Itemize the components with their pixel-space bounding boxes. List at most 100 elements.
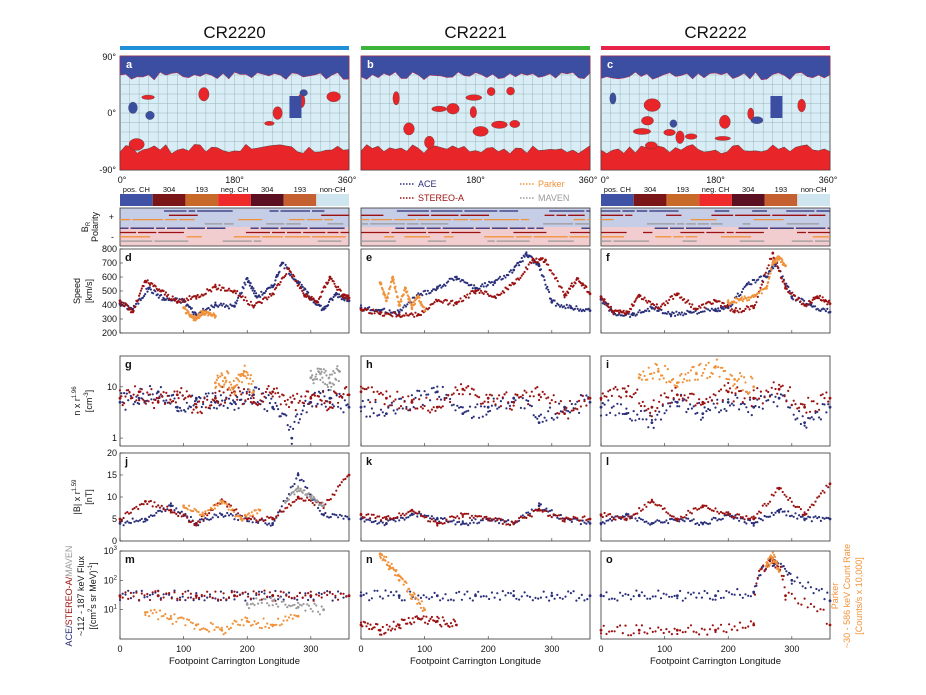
data-point — [739, 516, 743, 519]
data-point — [302, 292, 305, 295]
data-point — [666, 302, 669, 305]
flux-ylabel-maven: MAVEN — [64, 546, 74, 577]
data-point — [345, 385, 348, 389]
data-point — [574, 403, 577, 406]
north-polar-hole — [600, 55, 831, 81]
data-point — [503, 520, 506, 523]
data-point — [187, 407, 190, 410]
polarity-panel-cr2220 — [119, 207, 350, 247]
data-point — [635, 624, 638, 627]
data-point — [684, 630, 687, 634]
data-point — [752, 306, 756, 310]
data-point — [572, 409, 575, 412]
data-point — [650, 405, 654, 409]
data-point — [436, 524, 439, 527]
data-point — [370, 407, 373, 410]
data-point — [407, 395, 410, 398]
data-point — [192, 313, 195, 316]
data-point — [643, 631, 646, 634]
data-point — [359, 623, 363, 627]
data-point — [204, 406, 207, 409]
data-point — [828, 310, 832, 314]
data-point — [395, 569, 398, 572]
rotation-bar-cr2220 — [120, 46, 349, 50]
data-point — [198, 628, 202, 631]
data-point — [279, 281, 282, 284]
data-point — [607, 399, 610, 402]
data-point — [665, 409, 668, 412]
data-point — [808, 417, 812, 420]
data-point — [609, 513, 612, 516]
data-point — [605, 519, 608, 522]
data-point — [483, 405, 486, 408]
data-point — [315, 373, 318, 376]
data-point — [137, 396, 141, 400]
data-point — [146, 290, 149, 293]
data-point — [210, 401, 213, 404]
data-point — [799, 508, 803, 511]
data-point — [385, 412, 388, 415]
data-point — [541, 390, 544, 393]
data-point — [364, 621, 367, 624]
data-point — [683, 298, 686, 301]
data-point — [378, 392, 381, 396]
data-point — [223, 399, 227, 402]
data-point — [322, 608, 325, 612]
data-point — [274, 589, 277, 593]
data-point — [525, 251, 528, 254]
data-point — [787, 406, 790, 409]
data-point — [274, 392, 277, 395]
data-point — [236, 595, 239, 598]
data-point — [148, 393, 152, 396]
data-point — [662, 592, 665, 595]
data-point — [676, 405, 679, 408]
data-point — [494, 403, 497, 406]
data-point — [607, 390, 610, 393]
data-point — [699, 306, 702, 309]
data-point — [578, 597, 581, 600]
data-point — [280, 623, 283, 626]
data-point — [178, 391, 182, 394]
data-point — [737, 311, 740, 314]
data-point — [220, 626, 223, 629]
data-point — [499, 400, 502, 403]
data-point — [657, 367, 660, 370]
data-point — [183, 409, 186, 412]
data-point — [823, 491, 826, 494]
data-point — [553, 597, 556, 600]
data-point — [296, 392, 299, 395]
data-point — [359, 410, 363, 413]
data-point — [362, 593, 365, 597]
data-point — [530, 261, 533, 265]
data-point — [306, 603, 309, 606]
data-point — [733, 593, 736, 596]
data-point — [621, 387, 624, 390]
data-point — [578, 519, 581, 522]
data-point — [155, 505, 158, 508]
data-point — [773, 564, 776, 567]
data-point — [779, 393, 783, 396]
data-point — [774, 491, 777, 494]
data-point — [306, 495, 309, 498]
data-point — [421, 515, 424, 518]
data-point — [260, 517, 263, 520]
data-point — [454, 620, 457, 623]
data-point — [736, 513, 739, 516]
data-point — [473, 284, 476, 287]
data-point — [423, 306, 426, 309]
rotation-title-cr2220: CR2220 — [203, 23, 265, 42]
data-point — [379, 595, 382, 598]
data-point — [650, 415, 654, 418]
data-point — [195, 592, 198, 595]
data-point — [803, 405, 806, 409]
data-point — [244, 591, 247, 594]
data-point — [609, 517, 612, 521]
ch-legend-label: non-CH — [320, 185, 346, 194]
data-point — [126, 510, 129, 514]
data-point — [743, 309, 746, 312]
data-point — [293, 493, 296, 496]
data-point — [300, 287, 303, 290]
data-point — [441, 616, 444, 619]
data-point — [683, 516, 686, 519]
data-point — [652, 426, 655, 429]
